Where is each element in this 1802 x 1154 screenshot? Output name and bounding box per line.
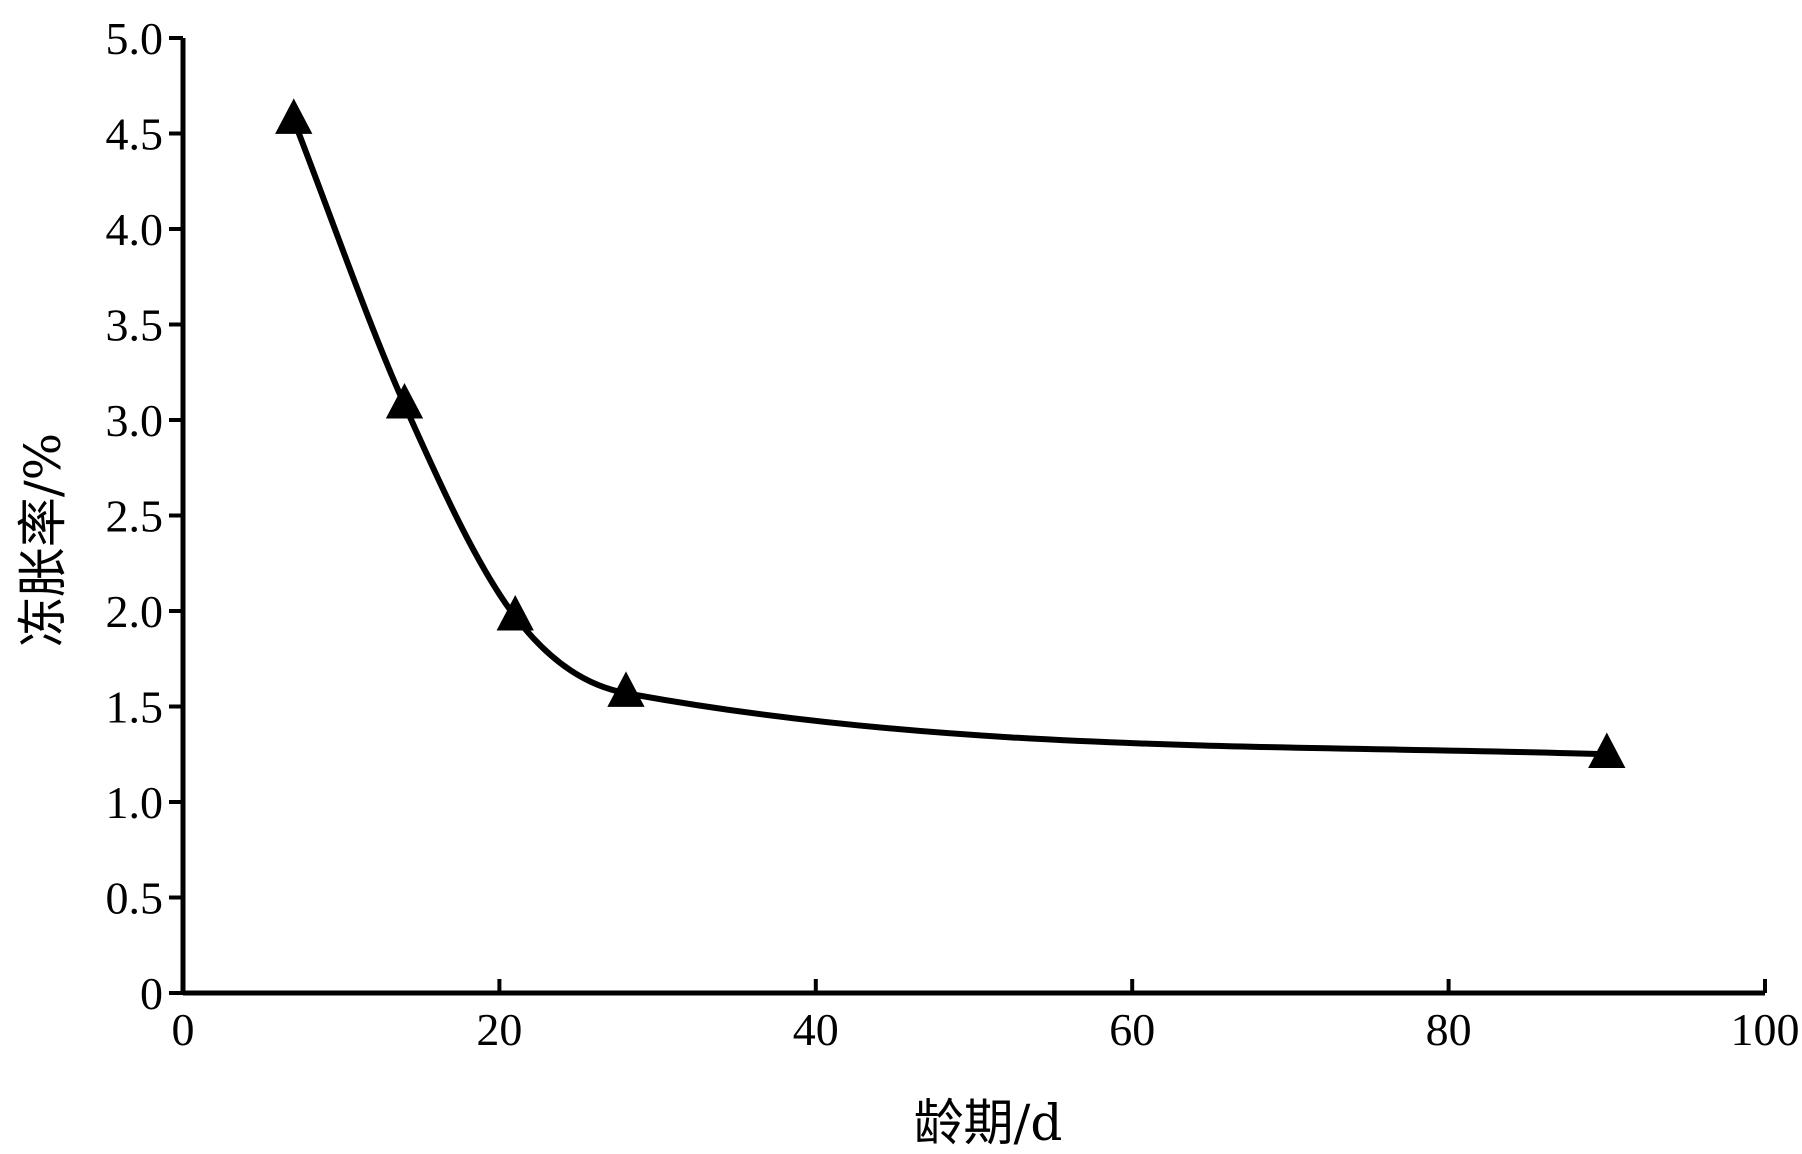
y-tick-label: 2.5 <box>106 491 164 542</box>
y-tick-label: 1.5 <box>106 682 164 733</box>
series-line <box>290 117 1610 758</box>
x-axis-title: 龄期/d <box>914 1094 1063 1152</box>
y-tick-label: 4.5 <box>106 109 164 160</box>
x-tick-label: 20 <box>476 1004 522 1055</box>
y-tick-label: 4.0 <box>106 204 164 255</box>
x-tick-label: 0 <box>172 1004 195 1055</box>
data-point-marker <box>496 595 534 631</box>
x-tick-label: 80 <box>1426 1004 1472 1055</box>
x-tick-label: 40 <box>793 1004 839 1055</box>
markers <box>275 98 1626 768</box>
data-point-marker <box>385 383 424 419</box>
data-point-marker <box>275 98 313 134</box>
y-tick-label: 0.5 <box>106 873 164 924</box>
data-point-marker <box>1588 732 1626 768</box>
y-tick-label: 3.0 <box>106 395 164 446</box>
y-tick-label: 1.0 <box>106 777 164 828</box>
y-tick-label: 0 <box>140 968 163 1019</box>
y-tick-label: 3.5 <box>106 300 164 351</box>
y-axis: 0 0.5 1.0 1.5 2.0 2.5 3.0 3.5 4.0 4.5 5.0 <box>106 13 186 1019</box>
y-tick-label: 2.0 <box>106 586 164 637</box>
x-tick-label: 100 <box>1731 1004 1800 1055</box>
y-tick-label: 5.0 <box>106 13 164 64</box>
x-axis: 0 20 40 60 80 100 <box>172 979 1800 1055</box>
data-point-marker <box>607 671 645 707</box>
x-tick-label: 60 <box>1109 1004 1155 1055</box>
y-axis-title: 冻胀率/% <box>14 433 72 647</box>
